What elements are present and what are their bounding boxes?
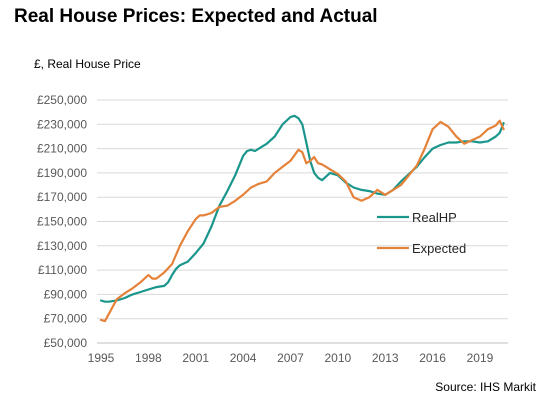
- y-axis-label: £, Real House Price: [34, 57, 141, 71]
- y-tick-label: £170,000: [37, 190, 87, 204]
- x-tick-label: 1995: [88, 351, 115, 365]
- y-tick-label: £230,000: [37, 117, 87, 131]
- y-tick-label: £90,000: [44, 287, 88, 301]
- x-tick-label: 2004: [230, 351, 257, 365]
- legend-label: Expected: [412, 241, 466, 256]
- y-tick-label: £110,000: [38, 263, 87, 277]
- x-tick-label: 1998: [135, 351, 162, 365]
- x-tick-label: 2010: [324, 351, 351, 365]
- y-tick-label: £150,000: [37, 215, 87, 229]
- y-tick-labels: £50,000 £70,000 £90,000 £110,000 £130,000 £15…: [37, 93, 87, 350]
- x-tick-label: 2019: [467, 351, 494, 365]
- legend-label: RealHP: [412, 210, 457, 225]
- y-tick-label: £70,000: [44, 312, 88, 326]
- x-tick-labels: 1995 1998 2001 2004 2007 2010 2013 2016 2019: [88, 351, 494, 365]
- series-line-expected: [99, 119, 505, 323]
- y-tick-label: £250,000: [37, 93, 87, 107]
- series-lines: [99, 114, 505, 323]
- legend: RealHP Expected: [377, 210, 466, 256]
- series-line-realhp: [99, 114, 505, 303]
- source-note: Source: IHS Markit: [435, 380, 536, 394]
- x-tick-label: 2016: [419, 351, 446, 365]
- x-tick-label: 2001: [182, 351, 209, 365]
- chart-title: Real House Prices: Expected and Actual: [14, 6, 378, 27]
- y-tick-label: £50,000: [44, 336, 88, 350]
- x-tick-label: 2007: [277, 351, 304, 365]
- y-tick-label: £130,000: [37, 239, 87, 253]
- y-tick-label: £210,000: [37, 142, 87, 156]
- x-tick-label: 2013: [372, 351, 399, 365]
- y-tick-label: £190,000: [37, 166, 87, 180]
